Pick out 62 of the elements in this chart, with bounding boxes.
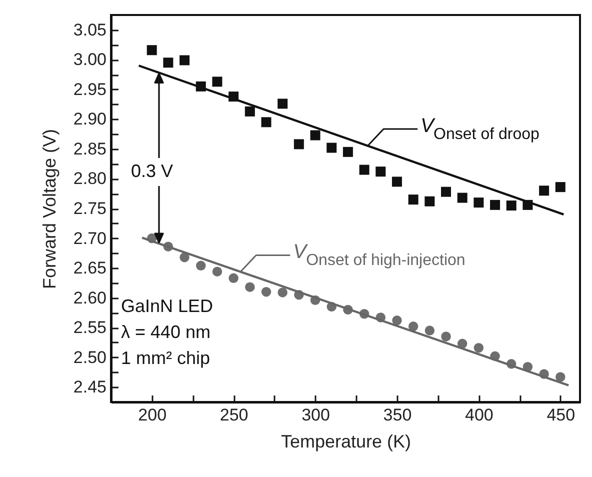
point xyxy=(245,282,255,292)
point xyxy=(261,117,272,128)
point xyxy=(278,98,288,109)
point xyxy=(146,45,157,56)
y-tick-label: 2.55 xyxy=(73,318,106,338)
point xyxy=(342,146,353,157)
point xyxy=(506,200,516,211)
point xyxy=(212,266,222,276)
x-tick-label: 300 xyxy=(302,406,330,424)
x-tick-label: 200 xyxy=(138,406,167,424)
point xyxy=(278,288,288,298)
point xyxy=(555,182,566,192)
point xyxy=(376,166,386,177)
y-tick-label: 2.60 xyxy=(73,288,106,308)
point xyxy=(408,194,418,205)
point xyxy=(457,338,468,349)
annotation: GaInN LED xyxy=(121,296,214,316)
point xyxy=(474,342,484,353)
point xyxy=(457,192,468,203)
point xyxy=(196,260,206,271)
y-tick-label: 2.95 xyxy=(73,80,106,99)
point xyxy=(441,332,451,342)
point xyxy=(424,196,435,206)
point xyxy=(539,186,550,196)
annotation: λ = 440 nm xyxy=(121,322,211,342)
x-tick-label: 400 xyxy=(464,406,494,424)
point xyxy=(244,106,255,116)
y-tick-label: 2.70 xyxy=(73,228,106,248)
point xyxy=(180,55,190,66)
y-tick-label: 2.75 xyxy=(73,199,106,218)
point xyxy=(441,186,451,197)
point xyxy=(261,286,272,297)
point xyxy=(392,176,402,187)
y-tick-label: 2.65 xyxy=(73,258,106,278)
point xyxy=(359,164,370,175)
y-tick-label: 2.85 xyxy=(73,139,106,158)
point xyxy=(556,372,566,382)
y-tick-label: 3.00 xyxy=(73,50,106,70)
point xyxy=(490,200,500,210)
point xyxy=(294,139,304,150)
point xyxy=(228,273,238,284)
y-axis-title: Forward Voltage (V) xyxy=(39,128,60,290)
point xyxy=(180,252,190,262)
y-tick-label: 2.50 xyxy=(73,348,106,367)
point xyxy=(424,326,435,336)
y-tick-label: 3.05 xyxy=(73,20,106,40)
x-tick-label: 250 xyxy=(220,406,248,424)
point xyxy=(310,130,320,140)
point xyxy=(326,142,337,153)
annotation: 1 mm² chip xyxy=(121,348,210,368)
point xyxy=(474,198,484,208)
y-tick-label: 2.90 xyxy=(73,110,106,129)
y-tick-label: 2.80 xyxy=(73,169,106,188)
point xyxy=(392,316,402,326)
x-tick-label: 350 xyxy=(383,406,412,424)
x-axis-title: Temperature (K) xyxy=(280,432,412,452)
y-tick-label: 2.45 xyxy=(73,378,106,397)
point xyxy=(163,58,174,68)
point xyxy=(408,322,418,332)
point xyxy=(212,76,222,87)
annotation: 0.3 V xyxy=(131,161,174,181)
x-tick-label: 450 xyxy=(546,406,576,424)
